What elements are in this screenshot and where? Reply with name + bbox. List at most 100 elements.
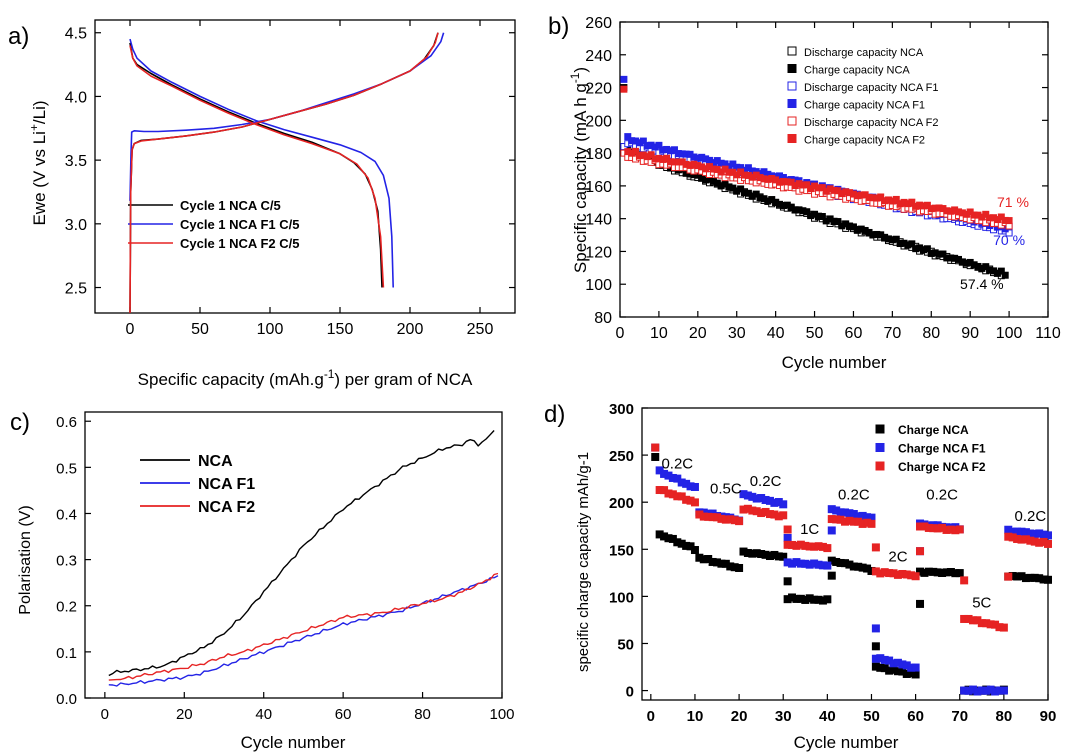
series-1-charge-line — [129, 32, 439, 314]
data-point — [911, 572, 920, 581]
x-axis-label: Cycle number — [782, 353, 887, 372]
panel-c: 0 20 40 60 80 100 0.0 0.1 0.2 0.3 0.4 0.5 0.6 c) Cycle… — [10, 409, 515, 752]
data-point — [783, 533, 792, 542]
y-tick-label: 240 — [585, 48, 612, 65]
y-tick-label: 0 — [626, 684, 634, 701]
legend-entry: Charge NCA F1 — [898, 442, 986, 456]
series-3-charge-line — [129, 32, 439, 314]
data-point — [871, 543, 880, 552]
x-tick-label: 60 — [845, 325, 863, 342]
plot-frame — [641, 407, 1049, 701]
data-point — [999, 686, 1008, 695]
data-point — [620, 85, 628, 93]
plot-frame — [94, 19, 516, 314]
data-point — [779, 511, 788, 520]
data-point — [1044, 531, 1052, 540]
x-tick-label: 30 — [728, 325, 746, 342]
rate-annotation: 0.2C — [661, 455, 693, 472]
legend-entry: Discharge capacity NCA F1 — [804, 82, 939, 94]
x-tick-label: 100 — [257, 321, 284, 338]
annotation: 70 % — [993, 232, 1025, 248]
plot-frame — [619, 21, 1049, 318]
x-tick-label: 10 — [687, 708, 704, 725]
data-point — [999, 623, 1008, 632]
rate-annotation: 0.5C — [710, 481, 742, 498]
y-axis-label: Ewe (V vs Li+/Li) — [27, 100, 49, 225]
y-tick-label: 120 — [585, 244, 612, 261]
legend-marker — [875, 443, 885, 452]
x-axis-label: Cycle number — [794, 733, 899, 752]
data-point — [1004, 572, 1013, 581]
legend-entry: Charge NCA F2 — [898, 460, 986, 474]
data-point — [911, 670, 920, 679]
x-tick-label: 80 — [996, 708, 1013, 725]
data-point — [647, 151, 655, 159]
x-tick-label: 60 — [907, 708, 924, 725]
legend-marker — [787, 116, 797, 126]
y-tick-label: 100 — [609, 589, 634, 606]
data-point — [737, 185, 745, 193]
panel-d: 0 10 20 30 40 50 60 70 80 90 0 50 100 150 200 250 300 d) C… — [544, 401, 1056, 752]
panel-label: c) — [10, 409, 30, 436]
data-point — [779, 552, 788, 561]
x-tick-label: 20 — [731, 708, 748, 725]
x-tick-label: 110 — [1035, 325, 1061, 342]
data-point — [908, 240, 916, 248]
annotation: 71 % — [997, 194, 1029, 210]
x-tick-label: 50 — [191, 321, 209, 338]
panel-label: b) — [548, 13, 569, 40]
data-point — [867, 519, 876, 528]
legend-marker — [787, 81, 797, 91]
data-point — [827, 526, 836, 535]
legend-marker — [787, 134, 797, 143]
x-tick-label: 100 — [489, 706, 514, 723]
data-point — [1005, 217, 1013, 225]
x-tick-label: 50 — [863, 708, 880, 725]
data-point — [923, 245, 931, 253]
data-point — [670, 146, 678, 154]
x-tick-label: 200 — [397, 321, 424, 338]
data-point — [955, 525, 964, 534]
x-tick-label: 40 — [255, 706, 272, 723]
data-point — [871, 624, 880, 633]
x-tick-label: 40 — [819, 708, 836, 725]
legend-entry: Charge capacity NCA — [804, 65, 910, 77]
series-2-charge-line — [129, 32, 445, 201]
y-tick-label: 3.5 — [65, 153, 87, 170]
data-point — [982, 210, 990, 218]
data-point — [779, 500, 788, 509]
data-point — [655, 141, 663, 149]
rate-annotation: 0.2C — [838, 486, 870, 503]
y-tick-label: 250 — [609, 448, 634, 465]
data-point — [783, 525, 792, 534]
x-tick-label: 10 — [650, 325, 668, 342]
data-point — [624, 133, 632, 141]
data-point — [908, 198, 916, 206]
rate-annotation: 5C — [972, 595, 991, 612]
x-tick-label: 40 — [767, 325, 785, 342]
data-point — [823, 595, 832, 604]
data-point — [651, 452, 660, 461]
legend-entry: Charge capacity NCA F2 — [804, 135, 925, 147]
data-point — [1001, 271, 1009, 279]
data-point — [783, 577, 792, 586]
series-2-discharge-line — [129, 38, 394, 288]
x-tick-label: 150 — [327, 321, 354, 338]
series-2-line — [108, 575, 499, 687]
legend-entry: Discharge capacity NCA — [804, 47, 924, 59]
data-point — [834, 218, 842, 226]
y-tick-label: 0.0 — [56, 691, 77, 708]
x-tick-label: 0 — [616, 325, 625, 342]
legend-entry: Discharge capacity NCA F2 — [804, 117, 939, 129]
data-point — [916, 547, 925, 556]
y-tick-label: 300 — [609, 401, 634, 418]
x-tick-label: 0 — [126, 321, 135, 338]
legend-entry: Charge capacity NCA F1 — [804, 100, 925, 112]
data-point — [892, 235, 900, 243]
y-tick-label: 0.2 — [56, 599, 77, 616]
x-tick-label: 80 — [922, 325, 940, 342]
x-tick-label: 0 — [647, 708, 655, 725]
data-point — [690, 498, 699, 507]
x-tick-label: 30 — [775, 708, 792, 725]
